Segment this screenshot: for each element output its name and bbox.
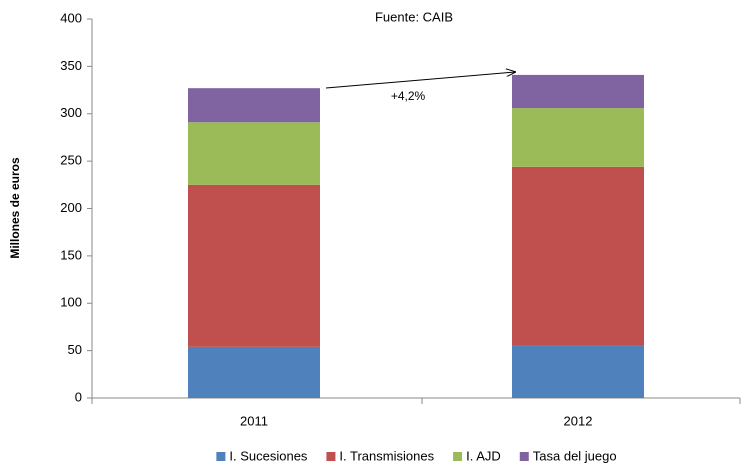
legend-swatch	[216, 452, 226, 461]
legend-label: Tasa del juego	[533, 448, 617, 463]
y-tick-label: 200	[60, 200, 82, 215]
x-tick-label: 2011	[240, 413, 268, 428]
y-axis-label: Millones de euros	[8, 157, 22, 259]
bar-segment	[188, 184, 320, 347]
bar-segment	[512, 108, 644, 167]
legend-swatch	[453, 452, 463, 461]
y-tick-label: 100	[60, 295, 82, 310]
bar-segment	[188, 122, 320, 185]
y-tick-label: 50	[68, 342, 82, 357]
bar-segment	[512, 166, 644, 346]
bar-segment	[512, 345, 644, 398]
bar-segment	[188, 88, 320, 123]
legend-label: I. AJD	[466, 448, 501, 463]
legend-label: I. Sucesiones	[229, 448, 308, 463]
bar-segment	[512, 74, 644, 109]
y-tick-label: 150	[60, 247, 82, 262]
growth-arrow	[325, 72, 515, 89]
legend-swatch	[519, 452, 529, 461]
y-tick-label: 400	[60, 10, 82, 25]
legend-label: I. Transmisiones	[339, 448, 434, 463]
y-tick-label: 0	[75, 389, 82, 404]
y-tick-label: 300	[60, 105, 82, 120]
bar-segment	[188, 346, 320, 398]
y-tick-label: 250	[60, 153, 82, 168]
x-tick-label: 2012	[564, 413, 593, 428]
legend-swatch	[326, 452, 336, 461]
growth-label: +4,2%	[391, 89, 426, 103]
y-tick-label: 350	[60, 58, 82, 73]
source-note: Fuente: CAIB	[375, 9, 453, 24]
